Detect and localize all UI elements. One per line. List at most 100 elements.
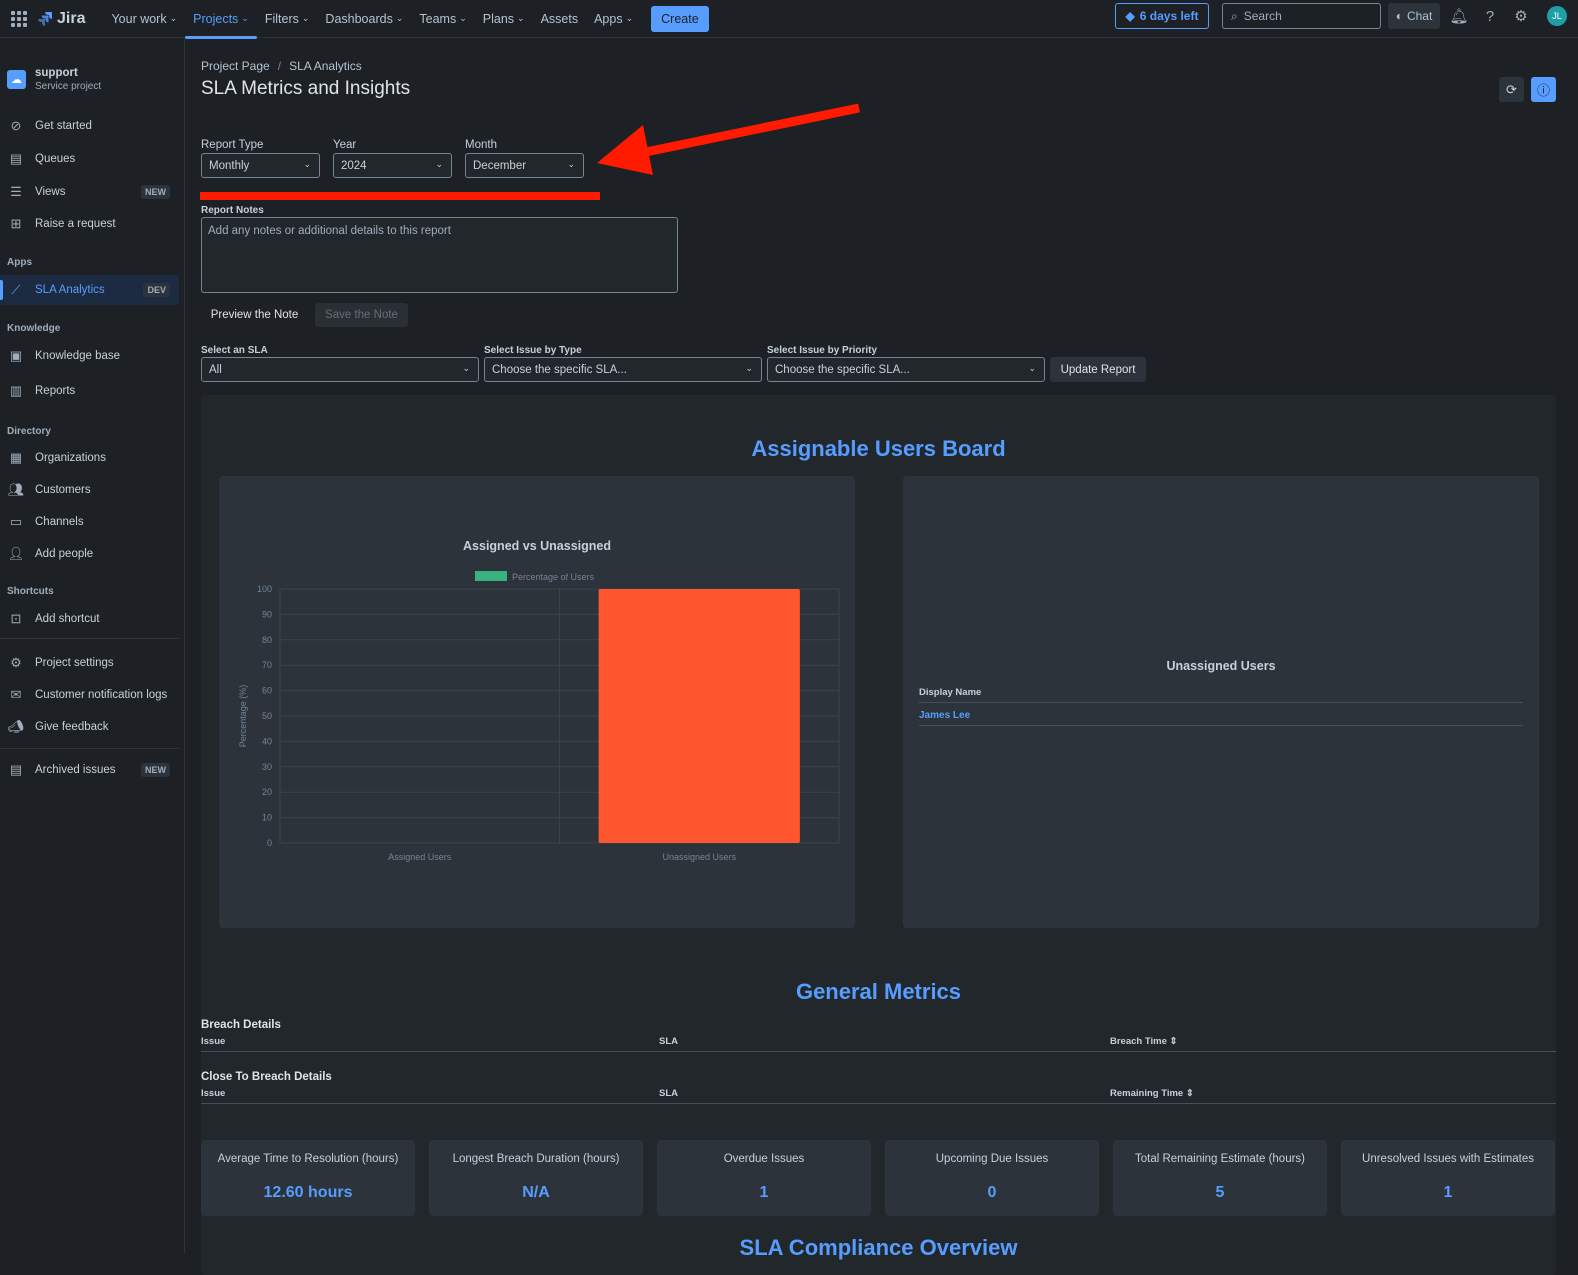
- chevron-down-icon: ⌄: [303, 159, 311, 169]
- chat-button[interactable]: ◐ Chat: [1388, 3, 1440, 29]
- sidebar-item-give-feedback[interactable]: 📣︎ Give feedback: [0, 712, 179, 742]
- chevron-down-icon: ⌄: [459, 13, 467, 23]
- sidebar-item-sla-analytics[interactable]: ⟋ SLA Analytics DEV: [0, 275, 179, 305]
- chevron-down-icon: ⌄: [517, 13, 525, 23]
- breadcrumb-sla-analytics[interactable]: SLA Analytics: [289, 59, 362, 73]
- nav-teams[interactable]: Teams ⌄: [411, 0, 474, 38]
- nav-your-work[interactable]: Your work ⌄: [103, 0, 185, 38]
- sidebar-item-add-people[interactable]: 👤︎ Add people: [0, 539, 179, 569]
- sidebar-item-archived-issues[interactable]: ▤ Archived issues NEW: [0, 755, 179, 785]
- trial-button[interactable]: ◆ 6 days left: [1115, 3, 1209, 29]
- breadcrumb-project-page[interactable]: Project Page: [201, 59, 270, 73]
- sidebar-item-customers[interactable]: 👥︎ Customers: [0, 475, 179, 505]
- breach-time-header[interactable]: Breach Time ⇕: [1110, 1036, 1177, 1047]
- nav-projects[interactable]: Projects ⌄: [185, 0, 257, 39]
- notifications-icon[interactable]: 🔔︎: [1449, 8, 1469, 25]
- create-button[interactable]: Create: [651, 5, 709, 32]
- refresh-button[interactable]: ⟳: [1499, 77, 1524, 102]
- sla-filter-value: All: [209, 363, 222, 376]
- report-type-select[interactable]: Monthly ⌄: [201, 153, 320, 178]
- report-type-value: Monthly: [209, 159, 250, 172]
- help-button[interactable]: ⓘ: [1531, 77, 1556, 102]
- sidebar-item-notification-logs[interactable]: ✉︎ Customer notification logs: [0, 680, 179, 710]
- chevron-down-icon: ⌄: [395, 13, 404, 23]
- type-filter-select[interactable]: Choose the specific SLA... ⌄: [484, 357, 762, 382]
- metric-label: Unresolved Issues with Estimates: [1362, 1153, 1534, 1165]
- sidebar-item-knowledge-base[interactable]: ▣ Knowledge base: [0, 341, 179, 371]
- metric-card: Total Remaining Estimate (hours) 5: [1113, 1140, 1327, 1216]
- legend-label: Percentage of Users: [512, 572, 595, 582]
- y-tick-label: 60: [262, 686, 272, 696]
- table-divider: [919, 702, 1523, 703]
- breadcrumb-separator: /: [277, 59, 282, 73]
- book-icon: ▣: [9, 348, 23, 363]
- y-tick-label: 10: [262, 813, 272, 823]
- sidebar-item-get-started[interactable]: ⊘ Get started: [0, 111, 179, 141]
- sidebar-item-reports[interactable]: ▥ Reports: [0, 376, 179, 406]
- dev-badge: DEV: [143, 283, 170, 297]
- people-icon: 👥︎: [7, 482, 25, 497]
- envelope-icon: ✉︎: [10, 687, 22, 702]
- sidebar-item-add-shortcut[interactable]: ⊡ Add shortcut: [0, 604, 179, 634]
- help-icon[interactable]: ?: [1485, 7, 1495, 25]
- project-type: Service project: [35, 81, 102, 92]
- save-note-button[interactable]: Save the Note: [315, 303, 408, 327]
- nav-assets[interactable]: Assets: [533, 0, 587, 38]
- add-shortcut-icon: ⊡: [10, 611, 22, 626]
- remaining-time-header[interactable]: Remaining Time ⇕: [1110, 1088, 1194, 1099]
- list-icon: ☰: [10, 184, 22, 199]
- nav-label: Teams: [419, 11, 457, 26]
- chart-title: Assigned vs Unassigned: [463, 539, 611, 553]
- bar-chart-icon: ▥: [9, 383, 23, 398]
- nav-filters[interactable]: Filters ⌄: [257, 0, 318, 38]
- update-report-button[interactable]: Update Report: [1050, 357, 1146, 382]
- plus-box-icon: ⊞: [10, 216, 22, 231]
- unassigned-user-link[interactable]: James Lee: [919, 710, 971, 721]
- metric-card: Overdue Issues 1: [657, 1140, 871, 1216]
- project-header[interactable]: ☁︎ support Service project: [7, 67, 101, 92]
- unassigned-title: Unassigned Users: [1166, 659, 1276, 673]
- report-notes-textarea[interactable]: Add any notes or additional details to t…: [201, 217, 678, 293]
- sidebar-item-channels[interactable]: ▭ Channels: [0, 507, 179, 537]
- year-select[interactable]: 2024 ⌄: [333, 153, 452, 178]
- nav-apps[interactable]: Apps ⌄: [586, 0, 641, 38]
- remaining-time-label: Remaining Time: [1110, 1088, 1184, 1099]
- month-select[interactable]: December ⌄: [465, 153, 584, 178]
- sidebar-item-label: Give feedback: [35, 721, 109, 733]
- preview-note-button[interactable]: Preview the Note: [210, 309, 299, 321]
- sidebar-item-queues[interactable]: ▤ Queues: [0, 144, 179, 174]
- nav-label: Dashboards: [325, 11, 393, 26]
- settings-icon[interactable]: ⚙︎: [1514, 8, 1528, 25]
- sidebar-item-project-settings[interactable]: ⚙︎ Project settings: [0, 648, 179, 678]
- chart-line-icon: ⟋: [11, 282, 21, 297]
- metric-label: Total Remaining Estimate (hours): [1134, 1153, 1305, 1165]
- metric-label: Average Time to Resolution (hours): [217, 1153, 399, 1165]
- shortcuts-heading: Shortcuts: [7, 586, 54, 597]
- bar-chart: 0 10 20 30 40 50 60 70 80 90 100 Assigned Users Unas…: [238, 571, 840, 862]
- user-avatar[interactable]: JL: [1547, 6, 1567, 26]
- metric-value: 1: [759, 1184, 769, 1201]
- chevron-down-icon: ⌄: [1028, 363, 1036, 373]
- jira-logo[interactable]: Jira: [37, 10, 85, 28]
- archive-icon: ▤: [9, 762, 23, 777]
- nav-plans[interactable]: Plans ⌄: [475, 0, 533, 38]
- chevron-down-icon: ⌄: [169, 13, 178, 23]
- priority-filter-select[interactable]: Choose the specific SLA... ⌄: [767, 357, 1045, 382]
- sidebar-item-label: Organizations: [35, 452, 106, 464]
- sidebar-item-organizations[interactable]: ▦ Organizations: [0, 443, 179, 473]
- sla-filter-select[interactable]: All ⌄: [201, 357, 479, 382]
- sidebar-item-views[interactable]: ☰ Views NEW: [0, 177, 179, 207]
- add-person-icon: 👤︎: [7, 546, 25, 561]
- nav-dashboards[interactable]: Dashboards ⌄: [317, 0, 411, 38]
- sidebar-item-raise-request[interactable]: ⊞ Raise a request: [0, 209, 179, 239]
- unassigned-panel: Unassigned Users Display Name James Lee: [903, 476, 1539, 928]
- y-tick-label: 100: [257, 584, 272, 594]
- sidebar-item-label: Customer notification logs: [35, 689, 168, 701]
- priority-filter-label: Select Issue by Priority: [767, 345, 878, 356]
- app-switcher-icon[interactable]: [11, 10, 27, 27]
- jira-logo-icon: [38, 11, 52, 26]
- metric-card: Longest Breach Duration (hours) N/A: [429, 1140, 643, 1216]
- search-input[interactable]: ⌕ Search: [1222, 3, 1381, 29]
- y-tick-label: 80: [262, 635, 272, 645]
- compass-icon: ⊘: [10, 118, 22, 133]
